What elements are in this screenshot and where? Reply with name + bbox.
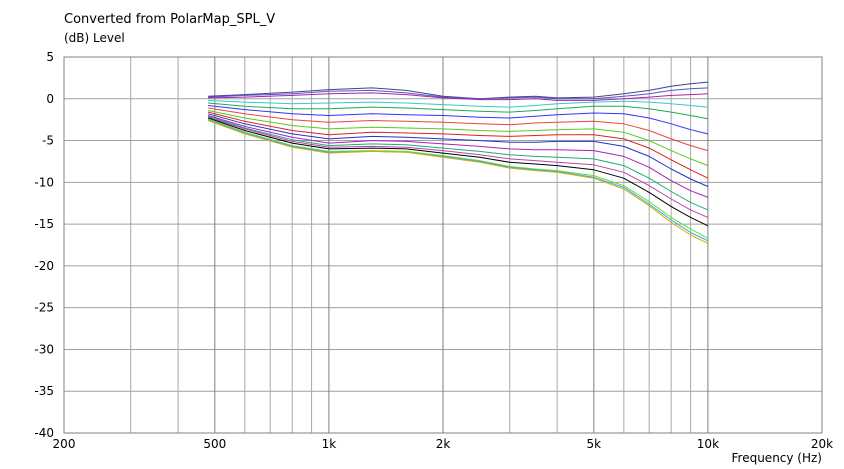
x-tick-label: 1k bbox=[322, 437, 337, 451]
y-tick-label: -15 bbox=[34, 217, 54, 231]
y-tick-label: -35 bbox=[34, 384, 54, 398]
series-lines bbox=[207, 81, 709, 244]
y-tick-label: -10 bbox=[34, 175, 54, 189]
y-tick-label: -5 bbox=[42, 134, 54, 148]
y-tick-labels: 5 0 -5 -10 -15 -20 -25 -30 -35 -40 bbox=[34, 50, 54, 440]
series-line-14 bbox=[207, 117, 709, 227]
grid bbox=[63, 56, 823, 434]
x-tick-label: 10k bbox=[697, 437, 719, 451]
x-tick-labels: 200 500 1k 2k 5k 10k 20k bbox=[53, 437, 834, 451]
y-axis-label: (dB) Level bbox=[64, 31, 125, 45]
y-tick-label: -25 bbox=[34, 301, 54, 315]
series-line-11 bbox=[207, 115, 709, 198]
chart-title: Converted from PolarMap_SPL_V bbox=[64, 12, 276, 27]
series-line-16 bbox=[207, 119, 709, 242]
series-line-6 bbox=[208, 105, 709, 135]
x-tick-label: 20k bbox=[811, 437, 833, 451]
series-line-13 bbox=[207, 116, 709, 218]
y-tick-label: 5 bbox=[46, 50, 54, 64]
series-line-8 bbox=[207, 110, 709, 167]
x-tick-label: 5k bbox=[587, 437, 602, 451]
series-line-15 bbox=[207, 118, 709, 239]
series-line-5 bbox=[208, 102, 708, 120]
series-line-2 bbox=[208, 87, 708, 100]
series-line-1 bbox=[208, 81, 708, 100]
y-tick-label: -20 bbox=[34, 259, 54, 273]
y-tick-label: -30 bbox=[34, 342, 54, 356]
x-tick-label: 200 bbox=[53, 437, 76, 451]
x-axis-label: Frequency (Hz) bbox=[731, 451, 823, 465]
y-tick-label: -40 bbox=[34, 426, 54, 440]
series-line-9 bbox=[207, 111, 709, 179]
series-line-3 bbox=[208, 92, 708, 101]
series-line-17 bbox=[207, 120, 709, 244]
y-tick-label: 0 bbox=[46, 92, 54, 106]
series-line-10 bbox=[207, 113, 709, 187]
series-line-12 bbox=[207, 115, 709, 211]
series-line-4 bbox=[208, 99, 708, 108]
x-tick-label: 500 bbox=[203, 437, 226, 451]
x-tick-label: 2k bbox=[436, 437, 451, 451]
series-line-7 bbox=[208, 107, 709, 152]
plot-frame bbox=[63, 56, 823, 434]
